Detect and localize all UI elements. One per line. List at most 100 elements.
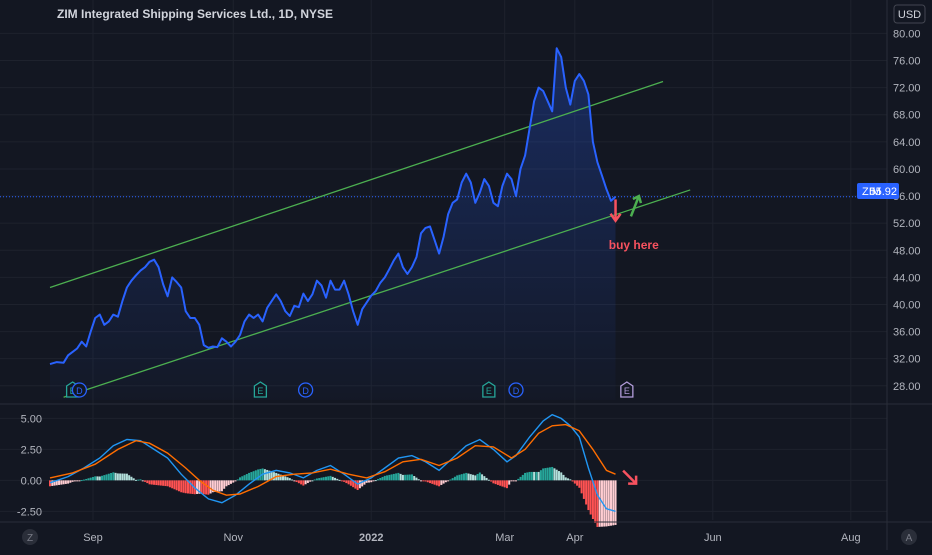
- macd-histogram-bar: [236, 479, 239, 481]
- macd-histogram-bar: [408, 474, 411, 481]
- macd-histogram-bar: [578, 480, 581, 488]
- macd-histogram-bar: [587, 480, 590, 511]
- dividend-marker-icon[interactable]: [297, 382, 314, 398]
- macd-histogram-bar: [239, 477, 242, 481]
- price-tick-label: 28.00: [893, 381, 921, 393]
- macd-histogram-bar: [417, 479, 420, 481]
- auto-scale-button[interactable]: A: [901, 529, 917, 545]
- macd-histogram-bar: [392, 473, 395, 481]
- macd-histogram-bar: [320, 477, 323, 481]
- macd-histogram-bar: [153, 480, 156, 485]
- macd-histogram-bar: [410, 474, 413, 481]
- macd-histogram-bar: [211, 480, 214, 493]
- macd-histogram-bar: [257, 469, 260, 481]
- price-tick-label: 44.00: [893, 272, 921, 284]
- macd-histogram-bar: [526, 472, 529, 481]
- time-tick-label: Nov: [223, 532, 243, 544]
- price-area: [50, 48, 616, 401]
- macd-histogram-bar: [234, 480, 237, 482]
- dividend-marker-icon[interactable]: [508, 382, 524, 398]
- macd-histogram-bar: [564, 477, 567, 481]
- macd-histogram-bar: [250, 472, 253, 481]
- macd-histogram-bar: [515, 480, 518, 482]
- macd-histogram-bar: [553, 468, 556, 481]
- macd-histogram-bar: [496, 480, 499, 485]
- macd-histogram-bar: [505, 480, 508, 489]
- macd-histogram-bar: [494, 480, 497, 485]
- price-tick-label: 52.00: [893, 218, 921, 230]
- macd-histogram-bar: [67, 480, 70, 484]
- macd-histogram-bar: [533, 471, 536, 481]
- macd-histogram-bar: [78, 480, 81, 482]
- macd-histogram-bar: [288, 478, 291, 481]
- macd-histogram-bar: [82, 479, 85, 481]
- macd-histogram-bar: [121, 473, 124, 481]
- macd-tick-label: 2.50: [21, 444, 42, 456]
- macd-histogram-bar: [453, 476, 456, 481]
- macd-histogram-bar: [91, 476, 94, 481]
- macd-histogram-bar: [422, 480, 425, 482]
- macd-histogram-bar: [365, 480, 368, 483]
- macd-histogram-bar: [69, 480, 72, 483]
- macd-histogram-bar: [334, 477, 337, 481]
- macd-histogram-bar: [73, 480, 76, 482]
- earnings-marker-icon[interactable]: [482, 381, 496, 398]
- macd-histogram-bar: [243, 475, 246, 481]
- earnings-marker-icon[interactable]: [620, 381, 634, 398]
- auto-scale-label: A: [906, 533, 913, 544]
- macd-histogram-bar: [447, 480, 450, 482]
- macd-histogram-bar: [528, 471, 531, 481]
- macd-histogram-bar: [148, 480, 151, 485]
- macd-histogram-bar: [358, 480, 361, 489]
- macd-histogram-bar: [435, 480, 438, 486]
- dividend-marker-icon[interactable]: [71, 382, 88, 398]
- price-axis[interactable]: 28.00 32.00 36.00 40.00 44.00 48.00 52.00 56.00…: [893, 28, 921, 392]
- macd-histogram-bar: [318, 478, 321, 481]
- currency-button[interactable]: USD: [893, 4, 926, 24]
- macd-histogram-bar: [610, 480, 613, 526]
- time-axis[interactable]: Sep Nov 2022 Mar Apr Jun Aug: [83, 532, 860, 544]
- macd-histogram-bar: [458, 474, 461, 481]
- earnings-marker-icon[interactable]: [253, 381, 268, 398]
- macd-histogram-bar: [76, 480, 79, 482]
- price-tick-label: 64.00: [893, 137, 921, 149]
- macd-histogram-bar: [336, 478, 339, 481]
- macd-histogram-bar: [438, 480, 441, 487]
- macd-histogram-bar: [562, 474, 565, 481]
- macd-line: [49, 413, 616, 512]
- macd-histogram-bar: [329, 475, 332, 481]
- macd-histogram-bar: [444, 480, 447, 483]
- macd-histogram-bar: [119, 473, 122, 481]
- macd-histogram-bar: [196, 480, 199, 494]
- macd-histogram-bar: [551, 466, 554, 481]
- price-tick-label: 72.00: [893, 83, 921, 95]
- macd-histogram-bar: [272, 472, 275, 481]
- macd-histogram-bar: [571, 480, 574, 482]
- macd-histogram-bar: [612, 480, 615, 526]
- macd-tick-label: 5.00: [21, 413, 42, 425]
- macd-histogram-bar: [467, 473, 470, 481]
- macd-histogram-bar: [356, 480, 359, 491]
- macd-axis[interactable]: 5.00 2.50 0.00 -2.50: [17, 413, 42, 518]
- macd-histogram-bar: [490, 480, 493, 482]
- channel-upper-line: [49, 80, 664, 289]
- time-tick-label: Sep: [83, 532, 103, 544]
- macd-histogram-bar: [349, 480, 352, 486]
- macd-tick-label: -2.50: [17, 506, 42, 518]
- macd-histogram-bar: [557, 471, 560, 481]
- macd-histogram-bar: [440, 480, 443, 485]
- macd-histogram-bar: [229, 480, 232, 484]
- macd-histogram-bar: [279, 474, 282, 481]
- timezone-label: Z: [27, 533, 33, 544]
- event-marker-label: D: [302, 386, 309, 396]
- macd-histogram-bar: [433, 480, 436, 485]
- macd-histogram-bar: [110, 473, 113, 481]
- macd-histogram-bar: [282, 475, 285, 481]
- timezone-button[interactable]: Z: [22, 529, 38, 545]
- macd-histogram-bar: [311, 480, 314, 482]
- macd-histogram-bar: [134, 479, 137, 481]
- macd-histogram-bar: [372, 480, 375, 482]
- macd-histogram-bar: [141, 480, 144, 482]
- event-markers[interactable]: EDEDEDE: [65, 381, 634, 398]
